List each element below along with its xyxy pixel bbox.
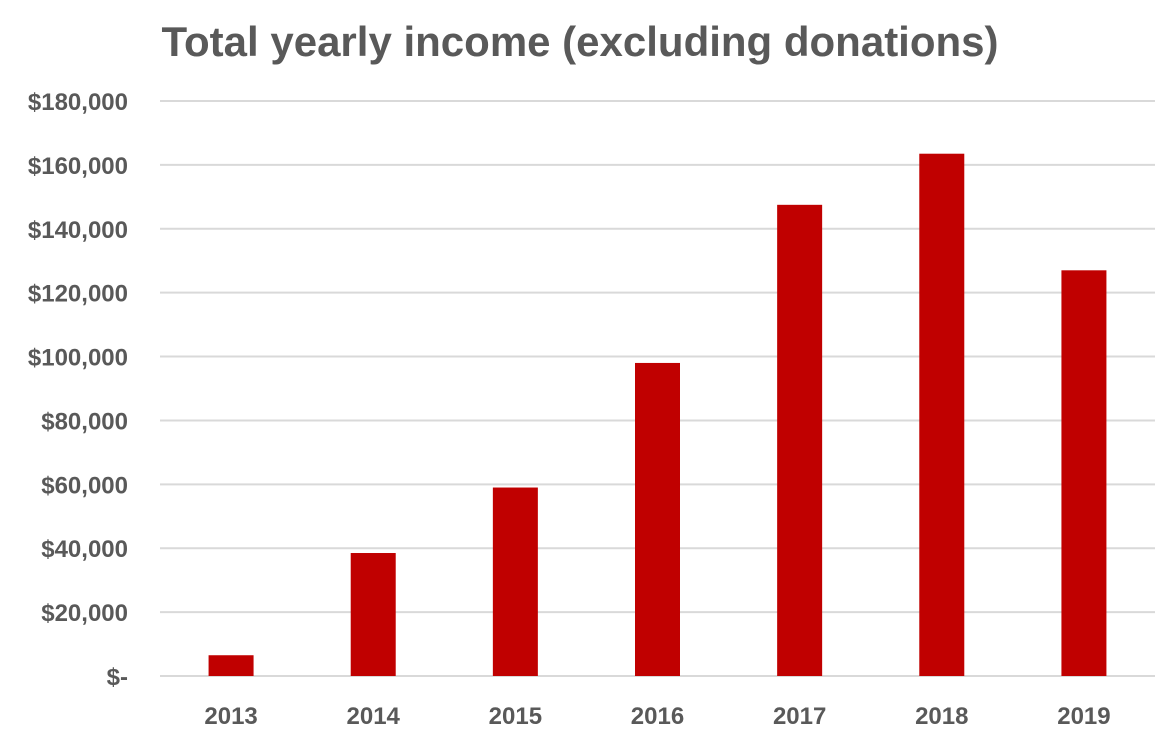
y-tick-label: $- xyxy=(107,664,128,691)
y-tick-label: $100,000 xyxy=(28,345,128,372)
y-tick-label: $160,000 xyxy=(28,153,128,180)
bar xyxy=(1061,270,1107,676)
x-tick-label: 2019 xyxy=(1057,703,1110,730)
y-tick-label: $180,000 xyxy=(28,89,128,116)
x-tick-label: 2017 xyxy=(773,703,826,730)
bar xyxy=(492,487,538,676)
y-tick-label: $80,000 xyxy=(41,408,128,435)
bar xyxy=(919,153,965,677)
x-tick-label: 2015 xyxy=(489,703,542,730)
bar xyxy=(350,553,396,676)
y-tick-label: $120,000 xyxy=(28,281,128,308)
x-tick-label: 2013 xyxy=(204,703,257,730)
chart-title: Total yearly income (excluding donations… xyxy=(161,18,999,65)
y-tick-label: $140,000 xyxy=(28,217,128,244)
y-tick-label: $20,000 xyxy=(41,600,128,627)
y-tick-label: $40,000 xyxy=(41,536,128,563)
x-tick-label: 2014 xyxy=(347,703,401,730)
bar xyxy=(208,655,254,676)
y-tick-label: $60,000 xyxy=(41,472,128,499)
x-tick-label: 2016 xyxy=(631,703,684,730)
x-tick-label: 2018 xyxy=(915,703,968,730)
bar xyxy=(635,362,680,676)
bar xyxy=(777,204,823,676)
